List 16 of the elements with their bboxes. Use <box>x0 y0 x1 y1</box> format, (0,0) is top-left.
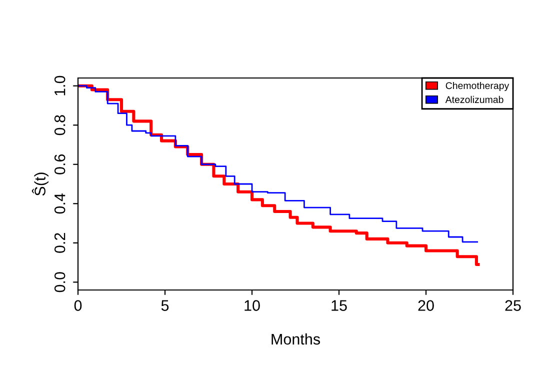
y-tick-label: 0.8 <box>54 115 66 136</box>
x-tick-label: 10 <box>244 300 260 311</box>
x-tick-label: 25 <box>505 300 521 311</box>
legend-label: Chemotherapy <box>446 82 510 92</box>
y-tick-label: 0.0 <box>54 272 66 292</box>
y-tick-label: 0.6 <box>54 154 66 174</box>
y-tick-label: 0.4 <box>54 193 66 214</box>
x-tick-label: 0 <box>74 300 82 311</box>
y-tick-label: 0.2 <box>54 233 66 253</box>
y-axis-title: Ŝ(t) <box>32 172 48 196</box>
x-axis-title: Months <box>272 333 320 345</box>
y-tick-label: 1.0 <box>54 76 66 96</box>
x-tick-label: 20 <box>418 300 434 311</box>
legend-label: Atezolizumab <box>445 96 504 104</box>
x-tick-label: 15 <box>332 300 347 311</box>
x-tick-label: 5 <box>161 300 169 311</box>
